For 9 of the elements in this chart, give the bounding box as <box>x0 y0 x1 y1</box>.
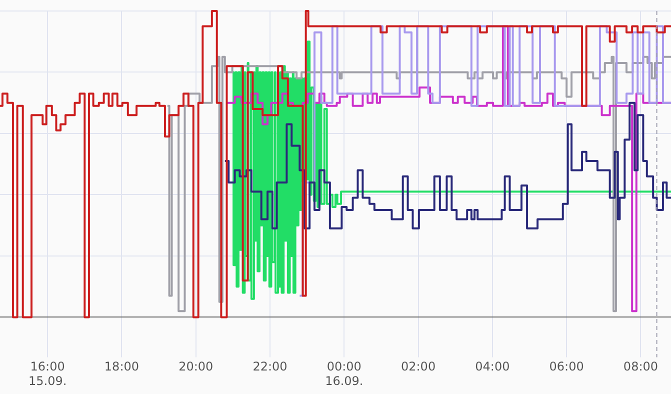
x-tick-label: 08:00 <box>623 360 658 374</box>
x-tick-label: 16:00 15.09. <box>28 360 67 388</box>
x-tick-label: 20:00 <box>178 360 214 374</box>
x-tick-label: 18:00 <box>104 360 140 374</box>
x-tick-label: 00:00 16.09. <box>325 360 364 388</box>
x-tick-label: 04:00 <box>475 360 510 374</box>
x-tick-label: 02:00 <box>400 360 436 374</box>
x-tick-label: 06:00 <box>549 360 584 374</box>
x-tick-label: 22:00 <box>252 360 288 374</box>
